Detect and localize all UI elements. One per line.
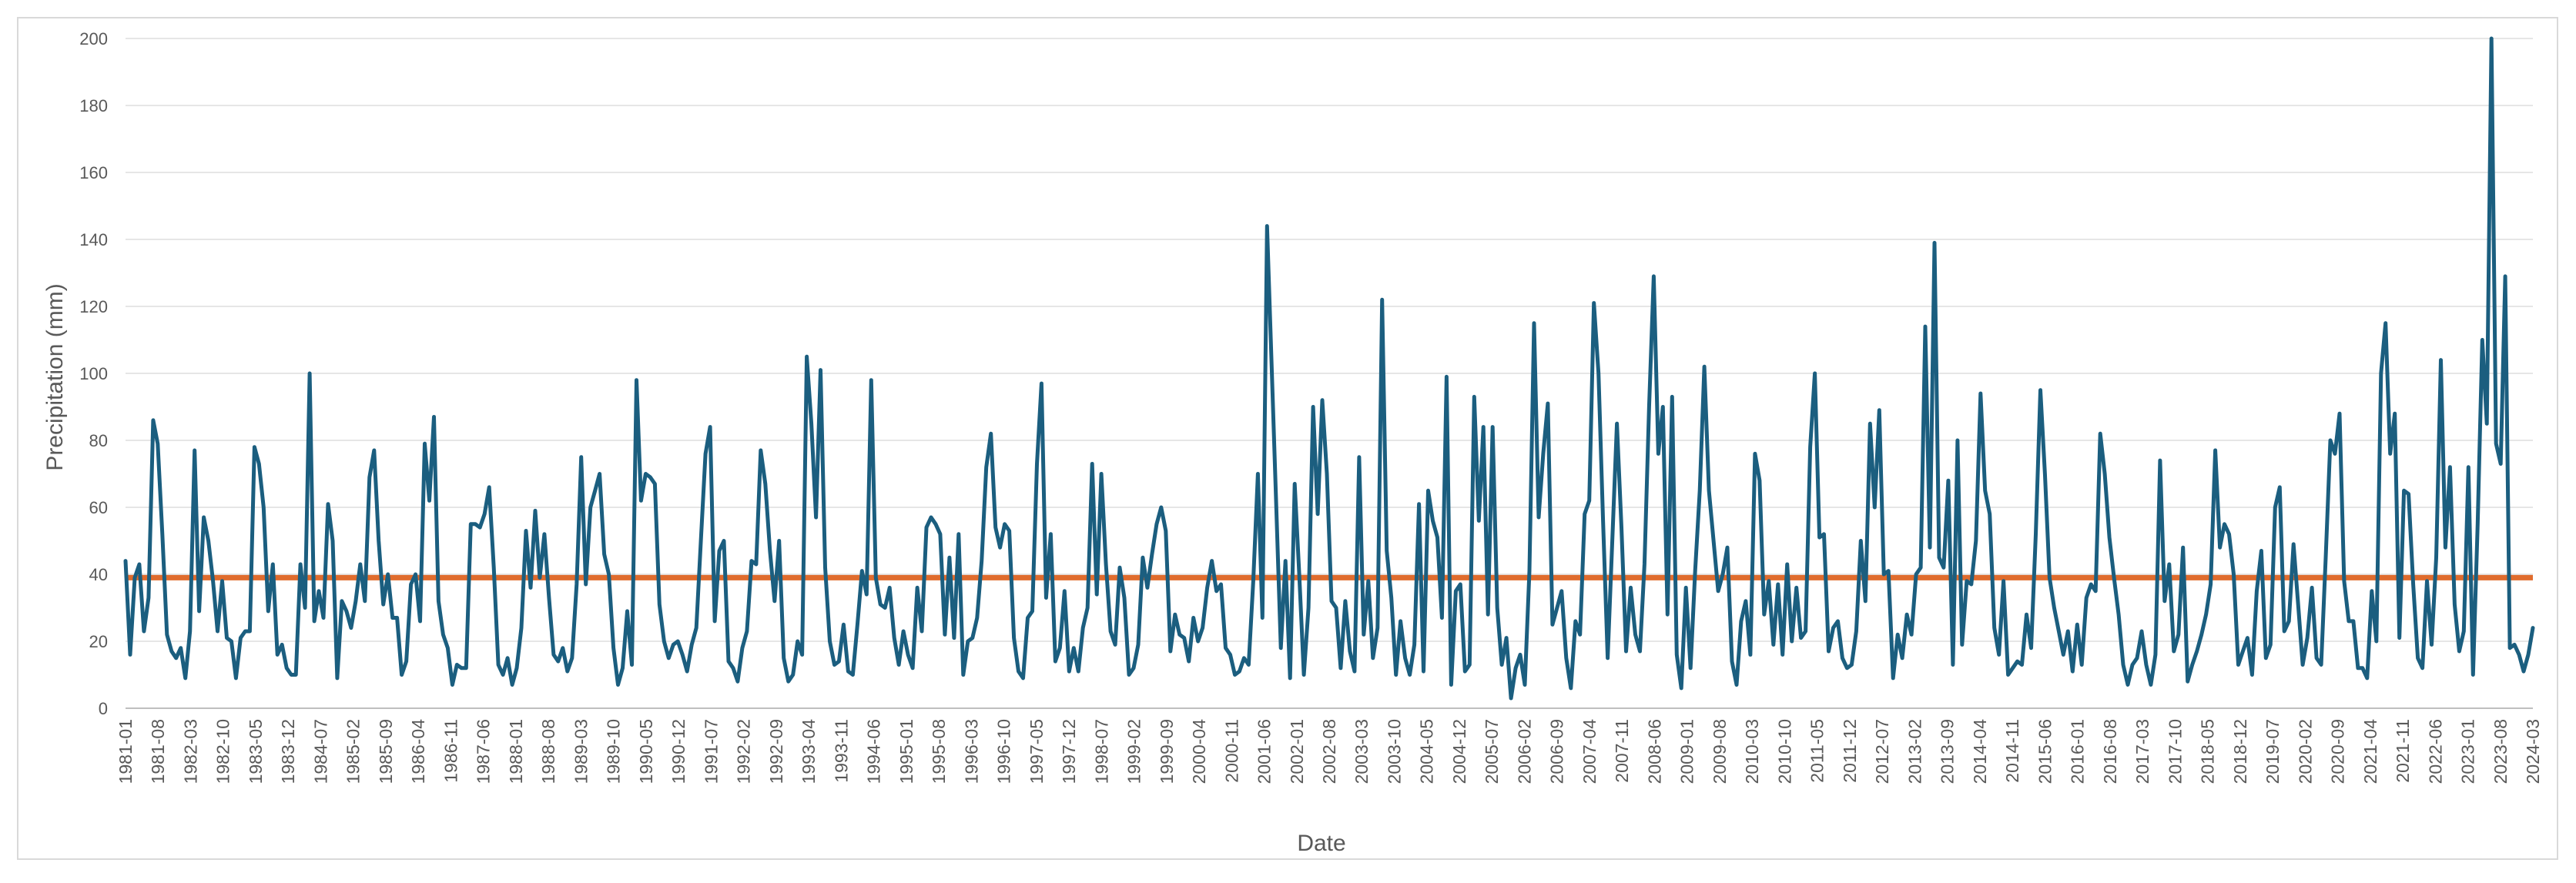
x-tick-label: 2003-10 xyxy=(1384,719,1404,784)
x-tick-label: 2001-06 xyxy=(1255,719,1275,784)
x-tick-label: 1995-01 xyxy=(896,719,916,784)
gridlines xyxy=(126,38,2533,642)
y-tick-label: 60 xyxy=(89,498,108,517)
x-tick-label: 1989-03 xyxy=(571,719,591,784)
x-tick-label: 2004-05 xyxy=(1417,719,1437,784)
x-tick-label: 1991-07 xyxy=(701,719,721,784)
x-tick-label: 1988-08 xyxy=(538,719,558,784)
x-tick-label: 1983-05 xyxy=(246,719,266,784)
x-tick-label: 1990-12 xyxy=(668,719,688,784)
x-tick-label: 1982-10 xyxy=(213,719,233,784)
x-tick-label: 1981-01 xyxy=(116,719,136,784)
x-tick-label: 1981-08 xyxy=(148,719,168,784)
x-axis-ticks: 1981-01 1981-08 1982-03 1982-10 1983-05 1983-… xyxy=(116,719,2543,784)
y-tick-label: 40 xyxy=(89,565,108,584)
x-tick-label: 2010-03 xyxy=(1742,719,1762,784)
x-tick-label: 1996-03 xyxy=(961,719,981,784)
precipitation-series-line xyxy=(123,36,2535,701)
x-tick-label: 2009-01 xyxy=(1677,719,1697,784)
x-tick-label: 1987-06 xyxy=(474,719,494,784)
x-tick-label: 2019-07 xyxy=(2263,719,2283,784)
x-tick-label: 2016-01 xyxy=(2068,719,2088,784)
y-tick-label: 20 xyxy=(89,632,108,651)
x-tick-label: 2007-04 xyxy=(1579,719,1600,784)
x-tick-label: 2013-09 xyxy=(1938,719,1958,784)
x-tick-label: 2009-08 xyxy=(1710,719,1730,784)
y-tick-label: 100 xyxy=(79,364,108,383)
x-tick-label: 2002-08 xyxy=(1319,719,1339,784)
y-axis-ticks: 0 20 40 60 80 100 120 140 160 180 200 xyxy=(79,29,108,718)
x-tick-label: 1992-02 xyxy=(734,719,754,784)
x-tick-label: 2021-04 xyxy=(2360,719,2380,784)
y-tick-label: 120 xyxy=(79,297,108,316)
y-tick-label: 80 xyxy=(89,431,108,450)
x-tick-label: 2011-05 xyxy=(1807,719,1827,783)
x-tick-label: 2006-09 xyxy=(1547,719,1567,784)
y-tick-label: 160 xyxy=(79,163,108,182)
x-tick-label: 1986-11 xyxy=(440,719,461,783)
x-tick-label: 1995-08 xyxy=(929,719,949,784)
x-axis-title: Date xyxy=(1297,831,1345,856)
x-tick-label: 1999-02 xyxy=(1124,719,1144,784)
x-tick-label: 2004-12 xyxy=(1449,719,1469,784)
x-tick-label: 2000-11 xyxy=(1221,719,1241,783)
x-tick-label: 1994-06 xyxy=(864,719,884,784)
x-tick-label: 2014-04 xyxy=(1970,719,1990,784)
x-tick-label: 1988-01 xyxy=(506,719,526,784)
x-tick-label: 1983-12 xyxy=(278,719,298,784)
x-tick-label: 2021-11 xyxy=(2393,719,2413,783)
y-axis-title: Precipitation (mm) xyxy=(42,283,68,470)
x-tick-label: 1985-02 xyxy=(343,719,363,784)
x-tick-label: 2008-06 xyxy=(1644,719,1664,784)
x-tick-label: 2003-03 xyxy=(1352,719,1372,784)
x-tick-label: 1993-11 xyxy=(831,719,851,783)
x-tick-label: 2000-04 xyxy=(1189,719,1209,784)
x-tick-label: 2010-10 xyxy=(1774,719,1794,784)
x-tick-label: 1989-10 xyxy=(604,719,624,784)
x-tick-label: 2020-09 xyxy=(2328,719,2348,784)
x-tick-label: 1998-07 xyxy=(1091,719,1111,784)
chart-frame: 0 20 40 60 80 100 120 140 160 180 200 1981-01 1981-… xyxy=(17,17,2558,860)
x-tick-label: 1997-12 xyxy=(1059,719,1079,784)
x-tick-label: 2017-03 xyxy=(2132,719,2152,784)
x-tick-label: 2023-01 xyxy=(2458,719,2478,784)
x-tick-label: 1990-05 xyxy=(636,719,656,784)
x-tick-label: 2011-12 xyxy=(1840,719,1860,783)
x-tick-label: 1993-04 xyxy=(799,719,819,784)
x-tick-label: 2017-10 xyxy=(2165,719,2185,784)
x-tick-label: 2016-08 xyxy=(2100,719,2120,784)
x-tick-label: 1992-09 xyxy=(766,719,786,784)
x-tick-label: 2012-07 xyxy=(1872,719,1892,784)
x-tick-label: 2007-11 xyxy=(1612,719,1632,783)
x-tick-label: 2022-06 xyxy=(2425,719,2445,784)
x-tick-label: 2013-02 xyxy=(1904,719,1924,784)
x-tick-label: 2023-08 xyxy=(2491,719,2511,784)
x-tick-label: 2014-11 xyxy=(2002,719,2022,783)
x-tick-label: 2024-03 xyxy=(2523,719,2543,784)
x-tick-label: 1984-07 xyxy=(310,719,330,784)
y-tick-label: 0 xyxy=(99,699,108,718)
x-tick-label: 2018-12 xyxy=(2230,719,2250,784)
x-tick-label: 1999-09 xyxy=(1157,719,1177,784)
x-tick-label: 1997-05 xyxy=(1027,719,1047,784)
x-tick-label: 2002-01 xyxy=(1287,719,1307,784)
y-tick-label: 200 xyxy=(79,29,108,48)
x-tick-label: 2018-05 xyxy=(2198,719,2218,784)
x-tick-label: 2006-02 xyxy=(1514,719,1534,784)
x-tick-label: 2015-06 xyxy=(2035,719,2055,784)
x-tick-label: 1982-03 xyxy=(180,719,200,784)
x-tick-label: 1986-04 xyxy=(408,719,428,784)
x-tick-label: 2020-02 xyxy=(2295,719,2315,784)
x-tick-label: 2005-07 xyxy=(1482,719,1502,784)
y-tick-label: 180 xyxy=(79,96,108,115)
x-tick-label: 1996-10 xyxy=(994,719,1014,784)
y-tick-label: 140 xyxy=(79,230,108,249)
x-tick-label: 1985-09 xyxy=(376,719,396,784)
